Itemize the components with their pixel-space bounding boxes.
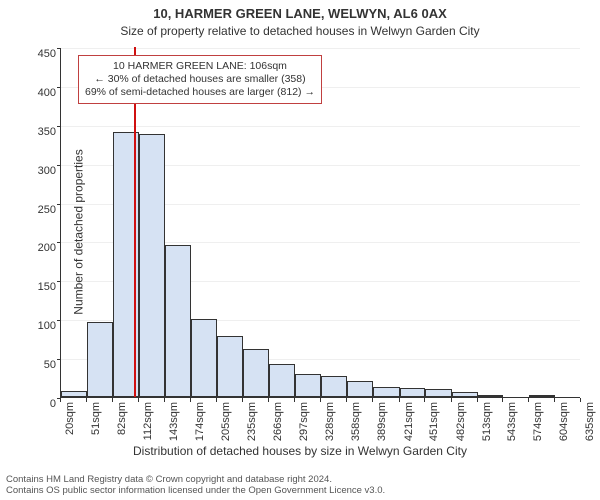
x-tick-mark	[216, 398, 217, 402]
page-subtitle: Size of property relative to detached ho…	[0, 24, 600, 38]
footer-line-1: Contains HM Land Registry data © Crown c…	[6, 474, 594, 485]
y-tick-label: 0	[16, 398, 56, 410]
x-tick-label: 604sqm	[558, 402, 570, 441]
annotation-line: ← 30% of detached houses are smaller (35…	[85, 73, 315, 86]
x-tick-label: 174sqm	[194, 402, 206, 441]
y-tick-label: 400	[16, 87, 56, 99]
x-tick-mark	[346, 398, 347, 402]
x-tick-label: 389sqm	[376, 402, 388, 441]
annotation-line: 10 HARMER GREEN LANE: 106sqm	[85, 60, 315, 73]
x-tick-label: 543sqm	[506, 402, 518, 441]
x-tick-label: 20sqm	[64, 402, 76, 435]
histogram-bar	[269, 364, 295, 397]
x-tick-label: 574sqm	[532, 402, 544, 441]
x-tick-mark	[320, 398, 321, 402]
x-tick-label: 328sqm	[324, 402, 336, 441]
histogram-bar	[347, 381, 373, 397]
x-tick-mark	[60, 398, 61, 402]
y-tick-label: 300	[16, 165, 56, 177]
y-tick-label: 50	[16, 359, 56, 371]
y-tick-mark	[57, 126, 61, 127]
x-tick-mark	[138, 398, 139, 402]
y-tick-mark	[57, 359, 61, 360]
x-tick-mark	[268, 398, 269, 402]
x-tick-label: 451sqm	[428, 402, 440, 441]
x-axis-label: Distribution of detached houses by size …	[0, 444, 600, 458]
x-tick-mark	[580, 398, 581, 402]
x-tick-mark	[372, 398, 373, 402]
x-tick-label: 513sqm	[481, 402, 493, 441]
gridline	[61, 126, 580, 127]
x-tick-mark	[294, 398, 295, 402]
x-tick-label: 635sqm	[584, 402, 596, 441]
y-tick-label: 100	[16, 320, 56, 332]
histogram-bar	[452, 392, 478, 397]
histogram-bar	[165, 245, 191, 397]
histogram-bar	[61, 391, 87, 397]
x-tick-mark	[86, 398, 87, 402]
histogram-bar	[373, 387, 400, 397]
x-tick-label: 82sqm	[116, 402, 128, 435]
x-tick-mark	[502, 398, 503, 402]
x-tick-label: 205sqm	[220, 402, 232, 441]
x-tick-label: 143sqm	[168, 402, 180, 441]
histogram-bar	[243, 349, 269, 397]
y-tick-mark	[57, 48, 61, 49]
x-tick-mark	[164, 398, 165, 402]
histogram-bar	[478, 395, 503, 397]
x-tick-mark	[528, 398, 529, 402]
histogram-bar	[321, 376, 346, 397]
x-tick-mark	[424, 398, 425, 402]
y-tick-mark	[57, 242, 61, 243]
page-title: 10, HARMER GREEN LANE, WELWYN, AL6 0AX	[0, 6, 600, 21]
y-tick-label: 350	[16, 126, 56, 138]
gridline	[61, 48, 580, 49]
footer-line-2: Contains OS public sector information li…	[6, 485, 594, 496]
y-tick-label: 250	[16, 204, 56, 216]
histogram-bar	[191, 319, 217, 397]
x-tick-mark	[477, 398, 478, 402]
x-tick-mark	[112, 398, 113, 402]
marker-annotation: 10 HARMER GREEN LANE: 106sqm← 30% of det…	[78, 55, 322, 104]
x-tick-mark	[451, 398, 452, 402]
histogram-bar	[400, 388, 425, 397]
x-tick-mark	[554, 398, 555, 402]
histogram-bar	[139, 134, 165, 397]
y-tick-mark	[57, 87, 61, 88]
x-tick-mark	[190, 398, 191, 402]
x-tick-label: 421sqm	[403, 402, 415, 441]
x-tick-mark	[242, 398, 243, 402]
y-tick-mark	[57, 204, 61, 205]
x-tick-label: 358sqm	[350, 402, 362, 441]
x-tick-label: 112sqm	[142, 402, 154, 440]
histogram-bar	[529, 395, 554, 397]
x-tick-label: 51sqm	[90, 402, 102, 435]
histogram-bar	[217, 336, 242, 397]
y-tick-label: 150	[16, 281, 56, 293]
y-tick-mark	[57, 320, 61, 321]
x-tick-label: 297sqm	[298, 402, 310, 441]
x-tick-label: 482sqm	[455, 402, 467, 441]
x-tick-mark	[399, 398, 400, 402]
histogram-bar	[425, 389, 451, 397]
y-tick-label: 200	[16, 242, 56, 254]
y-axis-label: Number of detached properties	[72, 149, 86, 314]
x-tick-label: 235sqm	[246, 402, 258, 441]
y-tick-label: 450	[16, 48, 56, 60]
y-tick-mark	[57, 281, 61, 282]
y-tick-mark	[57, 165, 61, 166]
x-tick-label: 266sqm	[272, 402, 284, 441]
annotation-line: 69% of semi-detached houses are larger (…	[85, 86, 315, 99]
histogram-bar	[295, 374, 321, 397]
histogram-bar	[87, 322, 113, 397]
attribution-footer: Contains HM Land Registry data © Crown c…	[6, 474, 594, 496]
